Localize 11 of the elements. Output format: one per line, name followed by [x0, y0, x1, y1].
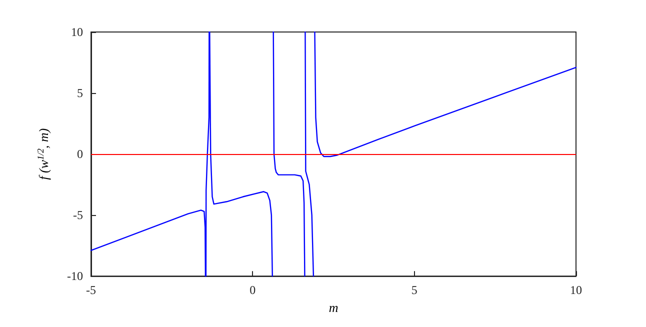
- y-tick-label: 5: [77, 86, 83, 100]
- y-tick-label: 0: [77, 147, 83, 162]
- y-tick-label: -5: [73, 208, 83, 222]
- y-tick-label: -10: [67, 269, 83, 284]
- x-axis-title: m: [328, 300, 338, 315]
- y-axis-title: f (w1/2, m): [36, 128, 51, 180]
- y-tick-label: 10: [71, 25, 83, 39]
- x-tick-label: 5: [411, 283, 418, 298]
- x-tick-label: 0: [250, 283, 256, 298]
- x-tick-label: 10: [570, 283, 582, 298]
- x-tick-label: -5: [86, 283, 96, 298]
